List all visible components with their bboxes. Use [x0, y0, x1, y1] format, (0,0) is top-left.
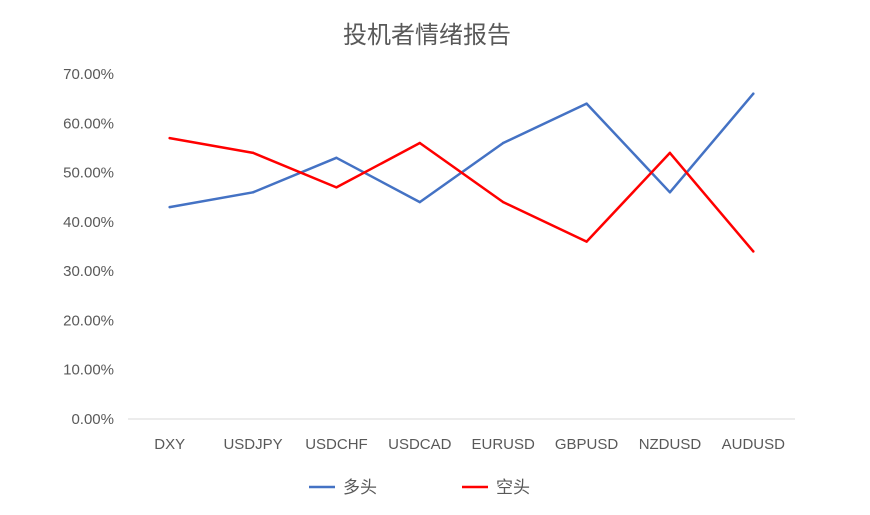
- x-tick-label: EURUSD: [472, 436, 536, 453]
- x-tick-label: USDJPY: [223, 436, 282, 453]
- data-point: [168, 136, 171, 140]
- data-point: [501, 200, 505, 204]
- y-axis-tick-labels: 0.00% 10.00% 20.00% 30.00% 40.00% 50.00% 60.00…: [63, 66, 114, 428]
- data-point: [418, 141, 422, 145]
- data-point: [585, 240, 588, 243]
- data-point: [168, 205, 171, 209]
- x-axis-tick-labels: DXY USDJPY USDCHF USDCAD EURUSD GBPUSD NZDUSD A…: [154, 436, 785, 453]
- data-point: [501, 141, 505, 145]
- data-point: [668, 151, 672, 155]
- x-tick-label: USDCHF: [305, 436, 368, 453]
- y-tick-label: 70.00%: [63, 66, 114, 83]
- y-tick-label: 40.00%: [63, 214, 114, 231]
- legend-item: 多头: [309, 478, 377, 497]
- data-point: [752, 92, 755, 95]
- y-tick-label: 20.00%: [63, 312, 114, 329]
- y-tick-label: 30.00%: [63, 263, 114, 280]
- series-line-1: [168, 136, 755, 253]
- data-point: [668, 191, 672, 194]
- x-tick-label: DXY: [154, 436, 185, 453]
- series-lines: [168, 92, 755, 253]
- y-tick-label: 0.00%: [71, 411, 114, 428]
- data-point: [251, 191, 255, 194]
- legend: 多头 空头: [309, 478, 530, 497]
- x-tick-label: GBPUSD: [555, 436, 619, 453]
- legend-item: 空头: [462, 478, 530, 497]
- y-tick-label: 60.00%: [63, 115, 114, 132]
- y-tick-label: 50.00%: [63, 165, 114, 182]
- data-point: [585, 102, 588, 105]
- data-point: [335, 186, 338, 189]
- data-point: [335, 156, 338, 159]
- chart-title: 投机者情绪报告: [343, 22, 511, 49]
- x-tick-label: USDCAD: [388, 436, 452, 453]
- legend-label: 多头: [343, 478, 377, 497]
- x-tick-label: AUDUSD: [722, 436, 786, 453]
- data-point: [752, 250, 755, 253]
- x-tick-label: NZDUSD: [639, 436, 702, 453]
- data-point: [418, 200, 422, 204]
- data-point: [251, 151, 255, 155]
- legend-label: 空头: [496, 478, 530, 497]
- y-tick-label: 10.00%: [63, 362, 114, 379]
- series-line-0: [168, 92, 755, 209]
